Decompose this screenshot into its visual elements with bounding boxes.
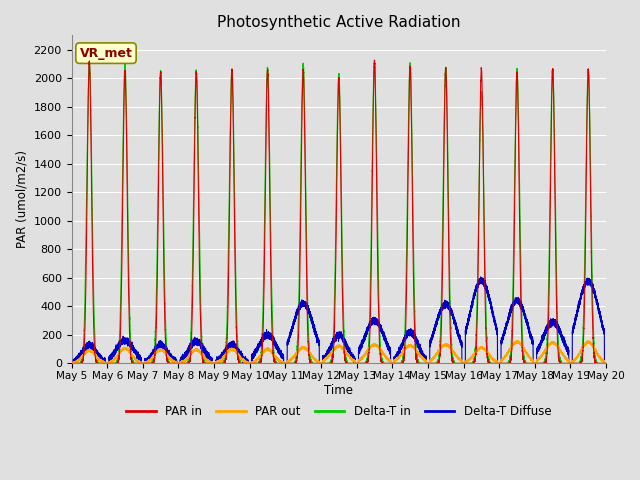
Text: VR_met: VR_met [79,47,132,60]
Title: Photosynthetic Active Radiation: Photosynthetic Active Radiation [217,15,461,30]
Y-axis label: PAR (umol/m2/s): PAR (umol/m2/s) [15,150,28,248]
X-axis label: Time: Time [324,384,353,397]
Legend: PAR in, PAR out, Delta-T in, Delta-T Diffuse: PAR in, PAR out, Delta-T in, Delta-T Dif… [122,401,556,423]
